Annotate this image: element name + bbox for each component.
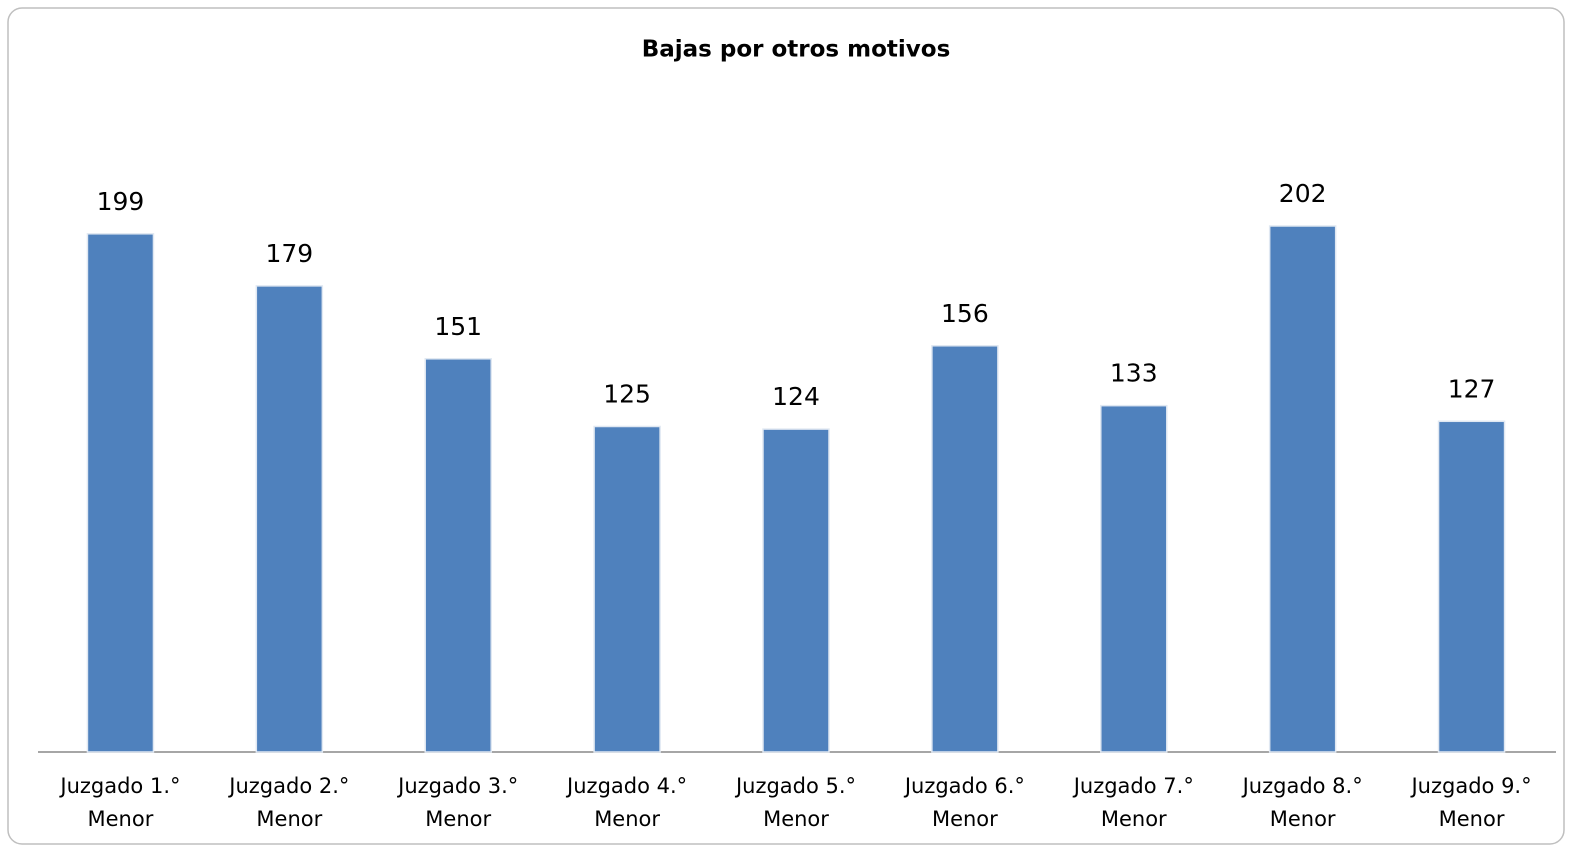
- value-label: 151: [434, 312, 482, 341]
- x-tick-label: Juzgado 1.° Menor: [60, 774, 181, 831]
- value-label: 179: [265, 239, 313, 268]
- x-tick-label: Juzgado 5.° Menor: [735, 774, 857, 831]
- x-tick-label: Juzgado 4.° Menor: [567, 774, 688, 831]
- x-tick-label: Juzgado 9.° Menor: [1411, 774, 1532, 831]
- bar: [86, 233, 155, 753]
- chart-frame: [7, 7, 1565, 845]
- bar: [762, 428, 830, 753]
- chart-title: Bajas por otros motivos: [642, 37, 951, 63]
- bar: [1100, 404, 1168, 753]
- x-tick-label: Juzgado 3.° Menor: [398, 774, 519, 831]
- value-label: 124: [772, 382, 820, 411]
- value-label: 156: [941, 299, 989, 328]
- value-label: 125: [603, 380, 651, 409]
- bar: [1268, 225, 1337, 753]
- value-label: 133: [1110, 359, 1158, 388]
- x-tick-label: Juzgado 7.° Menor: [1073, 774, 1194, 831]
- bar: [931, 345, 999, 753]
- bar: [424, 358, 492, 753]
- value-label: 127: [1448, 374, 1496, 403]
- bar: [255, 285, 324, 753]
- bar: [1437, 420, 1506, 753]
- x-tick-label: Juzgado 2.° Menor: [229, 774, 350, 831]
- x-tick-label: Juzgado 6.° Menor: [904, 774, 1025, 831]
- bar: [593, 425, 661, 753]
- value-label: 199: [97, 187, 145, 216]
- x-tick-label: Juzgado 8.° Menor: [1242, 774, 1363, 831]
- value-label: 202: [1279, 179, 1327, 208]
